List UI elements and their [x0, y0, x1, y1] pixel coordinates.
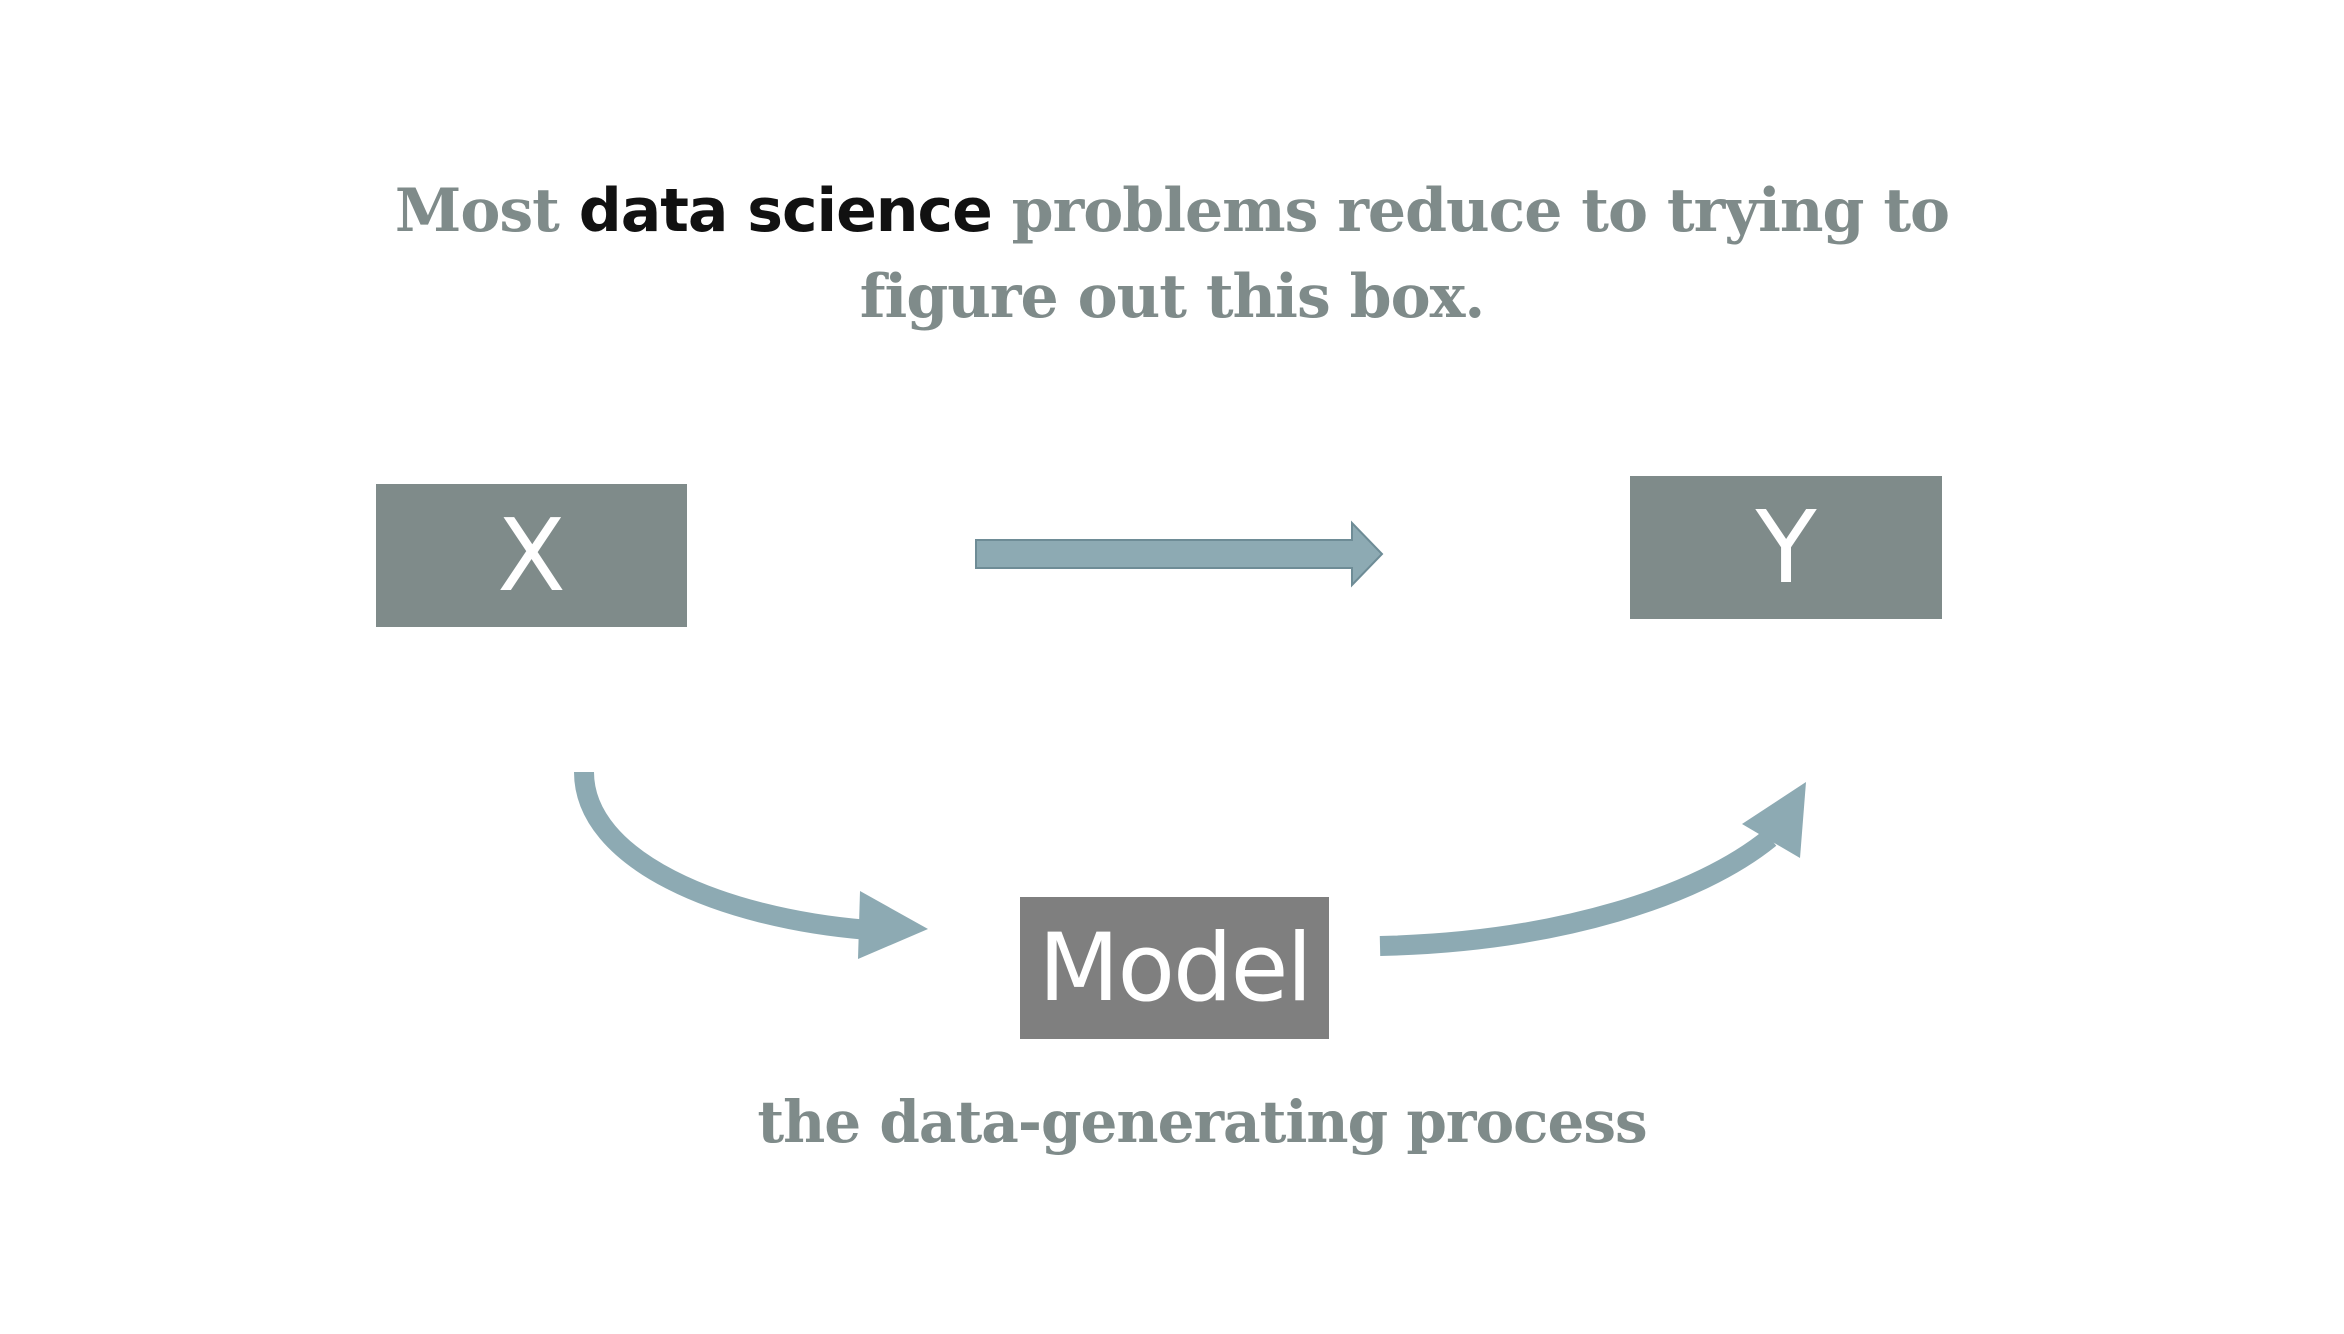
- output-y-label: Y: [1755, 489, 1817, 606]
- input-x-label: X: [497, 497, 566, 614]
- arrow-model-to-y: [1379, 830, 1777, 956]
- model-box: Model: [1020, 897, 1329, 1039]
- model-caption: the data-generating process: [757, 1088, 1647, 1156]
- arrow-x-to-y: [975, 520, 1384, 588]
- headline: Most data science problems reduce to try…: [0, 168, 2344, 340]
- input-x-box: X: [376, 484, 687, 627]
- arrow-model-to-y-head: [1742, 782, 1806, 858]
- model-label: Model: [1038, 913, 1312, 1023]
- headline-part-2: problems reduce to trying to: [991, 176, 1950, 246]
- arrow-x-to-model: [574, 771, 869, 940]
- headline-line-2: figure out this box.: [859, 262, 1486, 332]
- headline-emphasis: data science: [578, 176, 993, 246]
- arrow-x-to-model-head: [858, 891, 928, 959]
- headline-part-1: Most: [394, 176, 579, 246]
- output-y-box: Y: [1630, 476, 1942, 619]
